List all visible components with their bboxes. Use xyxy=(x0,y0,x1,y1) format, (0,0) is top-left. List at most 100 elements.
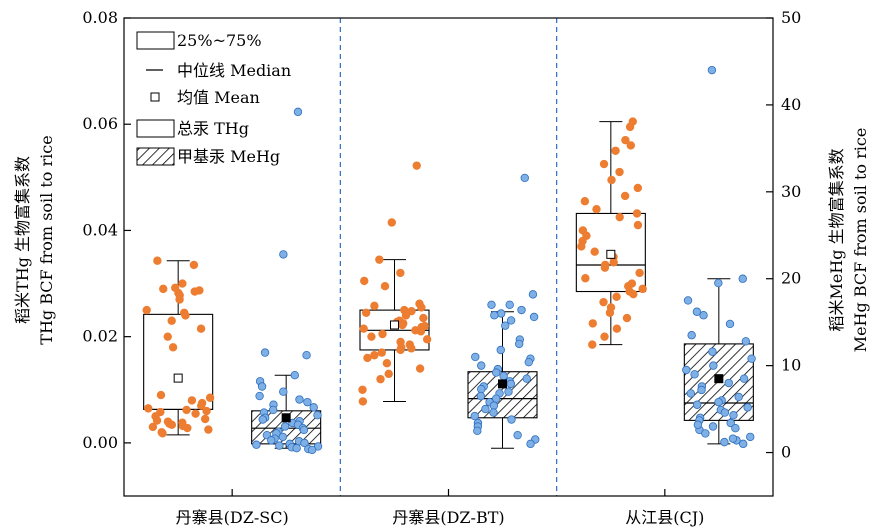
x-category-label-0: 丹寨县(DZ-SC) xyxy=(176,508,289,527)
thg-0-point xyxy=(205,393,215,402)
mehg-1-point xyxy=(526,439,535,449)
thg-0-point xyxy=(191,409,200,418)
left-axis: 0.00 0.02 0.04 0.06 0.08 xyxy=(82,8,131,452)
thg-0-point xyxy=(189,260,199,270)
thg-1-point xyxy=(384,369,393,379)
mehg-0-point xyxy=(290,370,299,380)
mehg-0-point xyxy=(278,432,288,442)
legend-thg-swatch xyxy=(136,119,175,138)
thg-0-point xyxy=(200,414,210,424)
thg-1-point xyxy=(401,311,411,320)
thg-1-point xyxy=(416,327,426,336)
mehg-1-point xyxy=(515,339,524,349)
mehg-2-point xyxy=(708,347,717,356)
x-category-label-2: 从江县(CJ) xyxy=(625,508,704,527)
thg-2-point xyxy=(599,159,609,169)
thg-1-point xyxy=(380,282,390,291)
mehg-0-mean xyxy=(281,413,291,423)
mehg-1-point xyxy=(520,173,529,183)
thg-1-point xyxy=(363,353,372,363)
mehg-1-point xyxy=(505,300,514,309)
mehg-2-point xyxy=(738,439,748,449)
mehg-2-point xyxy=(747,354,756,363)
mehg-0-point xyxy=(279,250,288,259)
mehg-1-point xyxy=(476,391,486,401)
mehg-0-point xyxy=(309,403,318,412)
thg-2-point xyxy=(612,292,621,302)
thg-2-point xyxy=(633,183,643,193)
x-axis-categories: 丹寨县(DZ-SC) 丹寨县(DZ-BT) 从江县(CJ) xyxy=(176,489,704,527)
mehg-0-point xyxy=(260,348,270,357)
box-layer xyxy=(143,121,754,449)
thg-1-point xyxy=(422,335,432,344)
thg-2-point xyxy=(605,308,615,317)
mehg-1-point xyxy=(496,345,505,355)
mehg-0-point xyxy=(280,422,290,431)
thg-0-point xyxy=(152,416,162,425)
mehg-2-point xyxy=(714,397,723,407)
mehg-1-point xyxy=(489,401,499,410)
mehg-2-point xyxy=(707,65,717,75)
thg-1-point xyxy=(360,276,369,286)
mehg-2-point xyxy=(683,296,693,305)
thg-1-point xyxy=(370,301,379,311)
thg-2-point xyxy=(592,204,601,214)
mehg-1-point xyxy=(490,311,499,320)
left-tick-label-2: 0.04 xyxy=(82,220,118,239)
thg-2-mean xyxy=(606,249,616,259)
mehg-0-point xyxy=(279,387,288,396)
thg-1-mean xyxy=(390,320,399,330)
thg-2-point xyxy=(599,297,608,307)
right-tick-label-4: 40 xyxy=(781,95,801,114)
thg-1-point xyxy=(382,359,392,368)
legend-label-median: 中位线 Median xyxy=(177,61,291,80)
mehg-2-point xyxy=(693,420,703,429)
left-tick-label-1: 0.02 xyxy=(82,327,118,346)
mehg-2-point xyxy=(692,307,702,316)
mehg-2-point xyxy=(720,408,730,417)
thg-0-point xyxy=(158,429,167,438)
mehg-0-point xyxy=(295,395,304,404)
mehg-2-point xyxy=(692,400,702,409)
mehg-2-point xyxy=(701,429,710,438)
legend-box-swatch xyxy=(136,31,175,50)
thg-0-point xyxy=(204,425,213,434)
mehg-0-point xyxy=(299,425,309,435)
mehg-0-point xyxy=(267,436,276,445)
thg-1-point xyxy=(367,332,376,341)
thg-1-point xyxy=(398,320,407,330)
mehg-2-point xyxy=(741,337,751,346)
mehg-2-point xyxy=(746,432,755,442)
legend-mehg-swatch xyxy=(136,147,175,166)
left-tick-label-4: 0.08 xyxy=(82,8,118,27)
mehg-0-point xyxy=(258,415,267,424)
mehg-2-point xyxy=(697,385,706,395)
mehg-0-point xyxy=(302,351,311,360)
thg-2-point xyxy=(626,141,635,150)
legend-mean-swatch xyxy=(150,92,160,102)
thg-2-point xyxy=(632,209,642,218)
mehg-1-point xyxy=(501,321,510,330)
thg-1-point xyxy=(412,161,421,170)
thg-0-point xyxy=(167,420,177,430)
mehg-1-point xyxy=(471,352,480,362)
legend-label-thg: 总汞 THg xyxy=(177,119,249,138)
thg-2-point xyxy=(588,319,597,328)
thg-2-point xyxy=(607,175,616,185)
left-axis-label-1: 稻米THg 生物富集系数 xyxy=(13,156,32,324)
mehg-2-point xyxy=(731,424,740,433)
thg-0-point xyxy=(175,295,184,304)
thg-0-point xyxy=(148,422,158,432)
mehg-1-point xyxy=(522,374,531,383)
thg-0-point xyxy=(190,287,199,296)
mehg-1-point xyxy=(507,415,516,424)
thg-0-point xyxy=(156,390,166,400)
thg-1-point xyxy=(396,268,405,278)
thg-1-point xyxy=(370,351,379,360)
mehg-2-point xyxy=(699,311,708,320)
thg-2-point xyxy=(600,332,609,341)
legend-label-iqr: 25%~75% xyxy=(177,31,262,50)
right-axis-label-2: MeHg BCF from soil to rice xyxy=(851,128,870,353)
left-tick-label-0: 0.00 xyxy=(82,433,118,452)
